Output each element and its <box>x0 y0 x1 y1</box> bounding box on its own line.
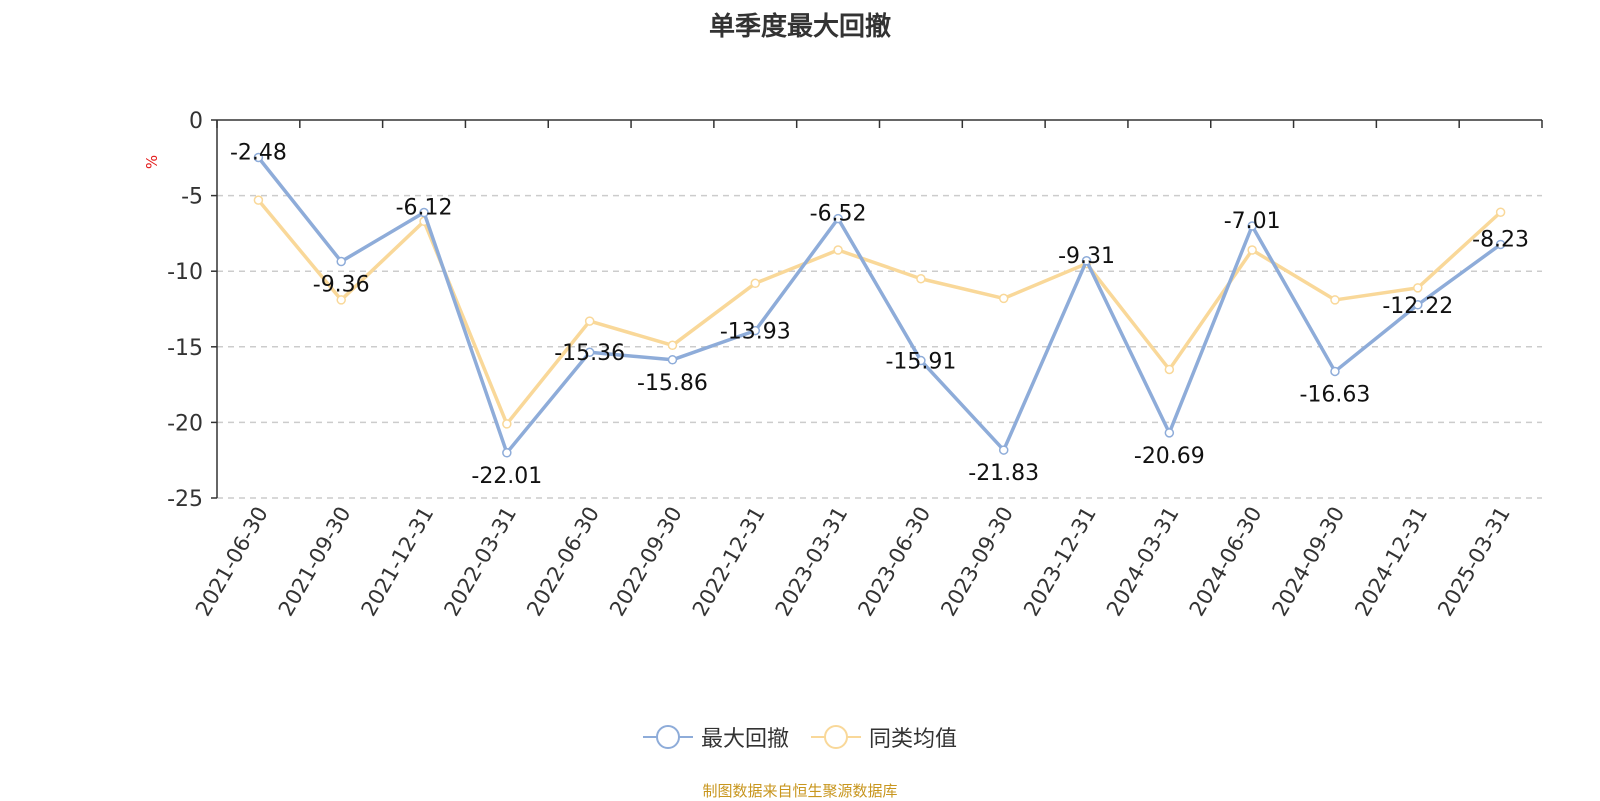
data-point-series2 <box>998 293 1009 304</box>
chart-title: 单季度最大回撤 <box>708 12 891 42</box>
x-tick-label: 2023-12-31 <box>1019 503 1101 621</box>
x-tick-label: 2023-06-30 <box>853 503 935 621</box>
data-label: -6.12 <box>396 196 453 221</box>
data-label: -20.69 <box>1134 444 1205 469</box>
grid-lines <box>217 194 1542 499</box>
data-label: -15.86 <box>637 371 708 396</box>
data-label: -22.01 <box>471 464 542 489</box>
x-tick-label: 2022-09-30 <box>605 503 687 621</box>
data-point-series1 <box>667 355 678 365</box>
data-labels: -2.48 -9.36 -6.12 -22.01 -15.36 -15.86 -13.93 -… <box>230 140 1529 488</box>
data-label: -9.31 <box>1058 244 1115 269</box>
x-tick-label: 2025-03-31 <box>1433 503 1515 621</box>
data-point-series1 <box>1495 239 1506 250</box>
data-point-series1 <box>1413 300 1423 310</box>
source-note: 制图数据来自恒生聚源数据库 <box>702 782 898 800</box>
legend-label-series1: 最大回撤 <box>700 727 789 752</box>
line-chart: 0 -5 -10 -15 -20 -25% 2021-06-30 2021-09-30 2021… <box>143 109 1543 621</box>
data-label: -2.48 <box>230 140 287 165</box>
data-point-series2 <box>1330 295 1340 305</box>
y-tick-label: -20 <box>167 411 203 436</box>
data-point-series1 <box>336 256 346 267</box>
data-point-series2 <box>667 340 678 351</box>
series-lines <box>253 152 1506 458</box>
x-tick-label: 2024-06-30 <box>1185 503 1267 621</box>
circle-line-icon <box>811 725 861 749</box>
data-label: -21.83 <box>968 461 1039 486</box>
x-tick-label: 2021-12-31 <box>357 503 439 621</box>
y-tick-label: -5 <box>181 185 203 210</box>
data-label: -16.63 <box>1300 382 1371 407</box>
y-tick-label: -10 <box>167 260 203 285</box>
data-label: -15.91 <box>885 350 956 375</box>
data-label: -15.36 <box>554 341 625 366</box>
data-point-series1 <box>1081 256 1092 266</box>
data-label: -13.93 <box>720 320 791 345</box>
data-point-series1 <box>916 355 926 366</box>
series-line-2 <box>257 199 1502 426</box>
x-tick-label: 2023-09-30 <box>936 503 1018 621</box>
data-point-series1 <box>998 445 1009 455</box>
x-tick-label: 2024-09-30 <box>1267 503 1349 621</box>
data-point-series1 <box>502 448 512 458</box>
legend: 最大回撤 同类均值 <box>0 722 1600 752</box>
data-point-series2 <box>1495 207 1506 217</box>
data-point-series1 <box>1330 366 1340 377</box>
data-point-series2 <box>253 195 264 205</box>
data-point-series1 <box>1247 221 1257 231</box>
data-point-series1 <box>419 207 429 218</box>
x-tick-label: 2022-06-30 <box>522 503 604 621</box>
y-tick-label: 0 <box>189 109 203 134</box>
data-point-series1 <box>1164 428 1175 438</box>
y-tick-label: -25 <box>167 487 203 512</box>
x-tick-label: 2022-03-31 <box>439 503 521 621</box>
data-point-series2 <box>336 295 346 305</box>
data-point-series1 <box>750 325 761 336</box>
legend-item-series2[interactable]: 同类均值 <box>811 721 957 753</box>
data-point-series1 <box>584 347 595 357</box>
circle-line-icon <box>642 725 693 749</box>
data-point-series2 <box>916 274 926 284</box>
legend-item-series1[interactable]: 最大回撤 <box>642 721 789 753</box>
y-axis-unit: % <box>143 155 161 169</box>
data-label: -6.52 <box>810 202 867 227</box>
x-tick-label: 2024-03-31 <box>1102 503 1184 621</box>
data-label: -9.36 <box>313 273 370 298</box>
data-point-series1 <box>253 152 264 163</box>
data-point-series2 <box>1413 283 1423 293</box>
data-point-series2 <box>1247 245 1257 255</box>
x-tick-label: 2023-03-31 <box>771 503 853 621</box>
x-tick-label: 2021-09-30 <box>274 503 356 621</box>
data-point-series2 <box>502 419 512 429</box>
series-line-1 <box>257 156 1502 455</box>
legend-label-series2: 同类均值 <box>869 727 958 752</box>
data-point-series2 <box>1164 364 1175 375</box>
data-label: -7.01 <box>1224 209 1281 234</box>
data-point-series2 <box>750 278 761 289</box>
x-tick-label: 2024-12-31 <box>1350 503 1432 621</box>
x-tick-label: 2021-06-30 <box>191 503 273 621</box>
data-point-series2 <box>584 316 595 326</box>
data-label: -8.23 <box>1472 227 1529 252</box>
y-tick-label: -15 <box>167 336 203 361</box>
x-tick-label: 2022-12-31 <box>688 503 770 621</box>
data-point-series1 <box>833 213 843 224</box>
data-point-series2 <box>833 245 843 255</box>
data-label: -12.22 <box>1382 294 1453 319</box>
